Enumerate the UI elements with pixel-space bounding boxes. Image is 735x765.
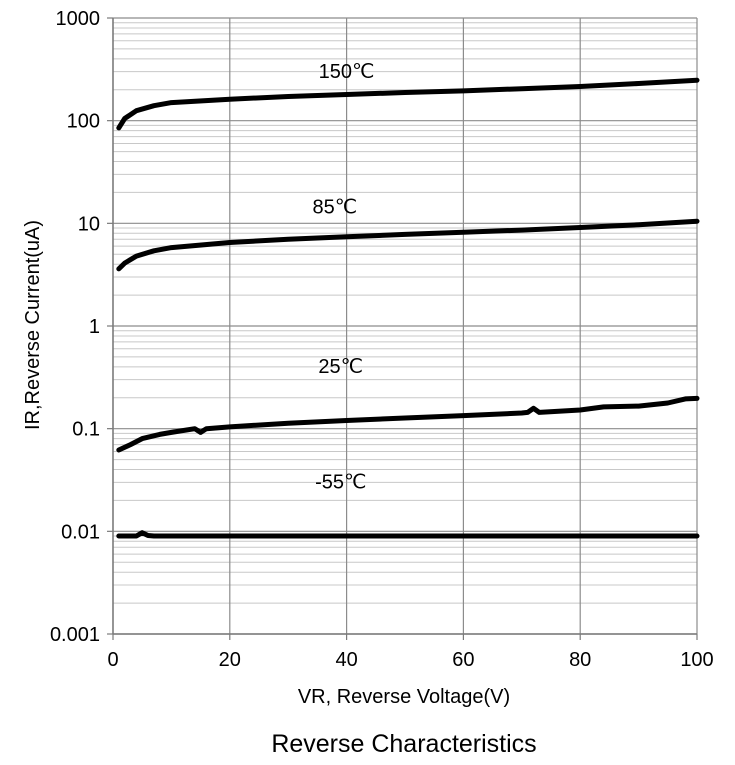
series-label: 25℃ — [318, 356, 363, 378]
tick-labels: 0 20 40 60 80 100 1000 100 10 1 0.1 0.01 0.001 — [50, 8, 714, 671]
x-axis-title: VR, Reverse Voltage(V) — [298, 686, 510, 708]
y-tick-label: 1000 — [56, 8, 101, 30]
x-tick-label: 0 — [107, 649, 118, 671]
x-tick-label: 20 — [219, 649, 241, 671]
y-tick-label: 0.01 — [61, 521, 100, 543]
series-line — [116, 530, 700, 539]
series-line — [116, 77, 700, 131]
series-label: -55℃ — [315, 472, 366, 494]
grid — [107, 17, 698, 640]
series-annotations: 150℃ 85℃ 25℃ -55℃ — [313, 61, 375, 494]
x-tick-label: 80 — [569, 649, 591, 671]
y-tick-label: 0.1 — [72, 419, 100, 441]
series-label: 85℃ — [313, 196, 358, 218]
y-axis-title: IR,Reverse Current(uA) — [22, 220, 44, 430]
x-tick-label: 100 — [680, 649, 713, 671]
x-tick-label: 40 — [335, 649, 357, 671]
y-tick-label: 1 — [89, 316, 100, 338]
y-tick-label: 0.001 — [50, 624, 100, 646]
x-tick-label: 60 — [452, 649, 474, 671]
chart-title: Reverse Characteristics — [271, 730, 536, 758]
series-label: 150℃ — [319, 61, 375, 83]
series-lines — [116, 77, 700, 539]
y-tick-label: 100 — [67, 111, 100, 133]
series-line — [116, 395, 700, 453]
series-line — [116, 218, 700, 272]
y-tick-label: 10 — [78, 213, 100, 235]
